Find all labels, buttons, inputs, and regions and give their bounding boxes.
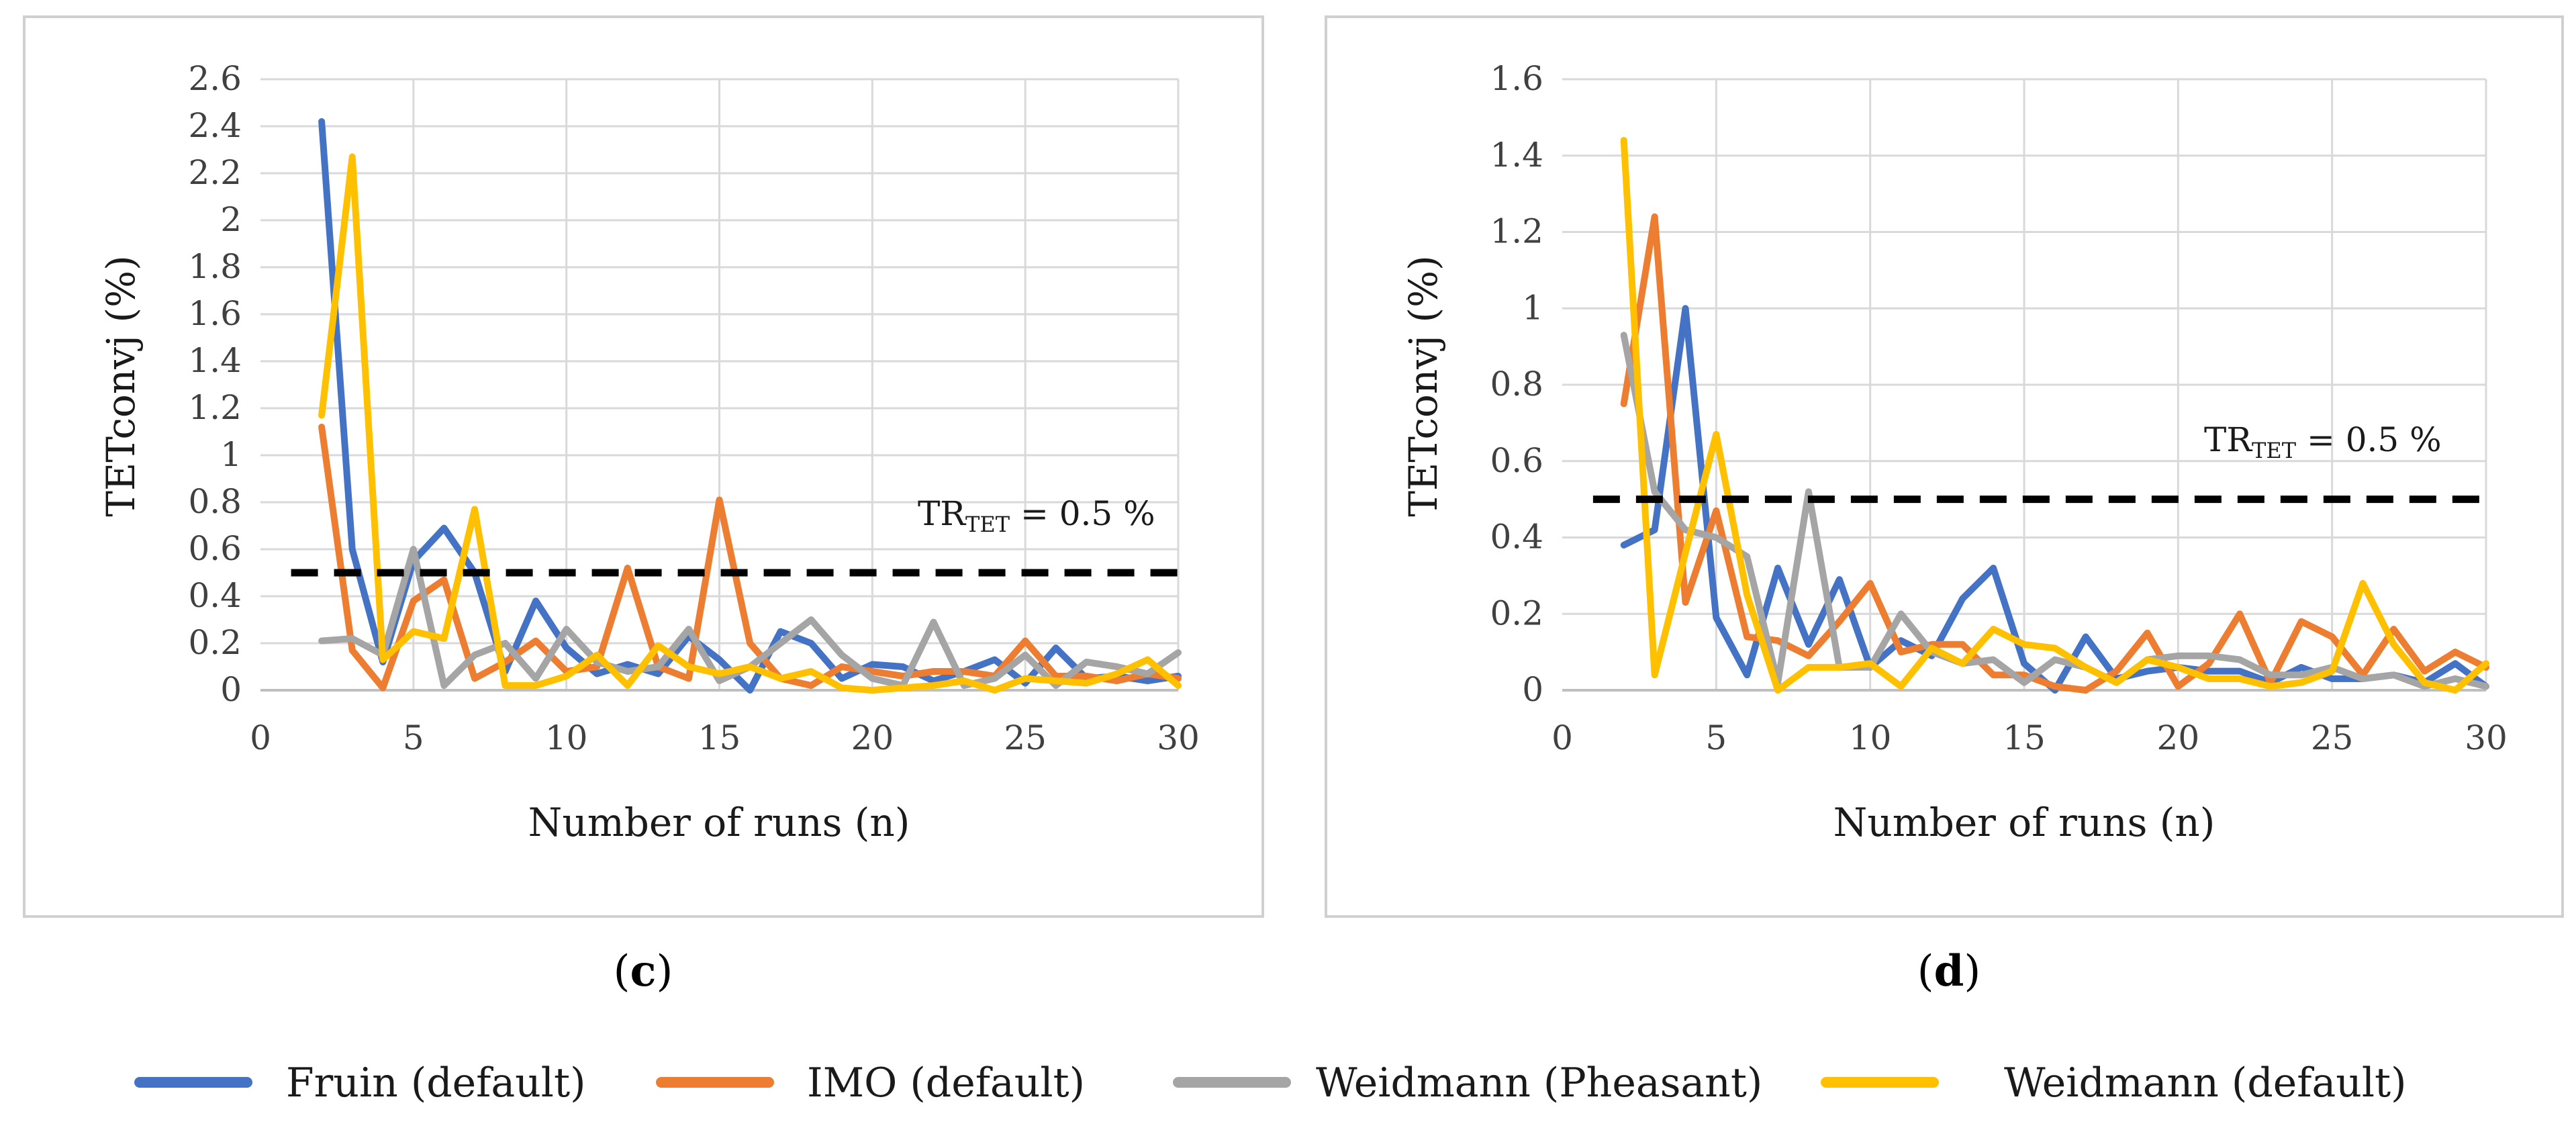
- threshold-label-sub-c: TET: [965, 512, 1010, 537]
- y-tick-label-c: 2.6: [188, 59, 242, 98]
- legend-label-weidmann-default: Weidmann (default): [2004, 1060, 2407, 1107]
- y-tick-label-c: 0.4: [188, 576, 242, 615]
- y-tick-label-c: 1.6: [188, 294, 242, 333]
- threshold-label-d: TRTET = 0.5 %: [2204, 420, 2442, 463]
- y-tick-label-c: 1.2: [188, 388, 242, 427]
- y-tick-label-d: 0: [1522, 670, 1543, 709]
- y-tick-label-d: 0.6: [1490, 441, 1543, 480]
- x-axis-label-d: Number of runs (n): [1833, 800, 2215, 845]
- x-tick-label-d: 25: [2311, 718, 2354, 757]
- legend-item-weidmann-default: Weidmann (default): [1821, 1060, 2407, 1107]
- legend-item-weidmann-pheasant: Weidmann (Pheasant): [1173, 1060, 1762, 1107]
- threshold-label-rest-d: = 0.5 %: [2296, 420, 2442, 459]
- y-tick-label-d: 0.4: [1490, 518, 1543, 557]
- series-line-weidmann-default-d: [1620, 137, 2489, 694]
- panel-d: 0 0.2 0.4 0.6 0.8 1 1.2 1.4 1.6 0 5 10 15 20 25 30 TETc…: [1325, 15, 2564, 996]
- y-tick-label-c: 1: [220, 435, 242, 474]
- x-tick-label-c: 25: [1004, 718, 1047, 757]
- panel-letter-d: d: [1934, 946, 1964, 996]
- legend-label-weidmann-pheasant: Weidmann (Pheasant): [1316, 1060, 1762, 1107]
- y-tick-label-d: 1.6: [1490, 59, 1543, 98]
- legend: Fruin (default) IMO (default) Weidmann (…: [134, 1060, 2407, 1107]
- panel-c-frame: [23, 15, 1264, 918]
- x-axis-label-c: Number of runs (n): [528, 800, 910, 845]
- series-line-imo-default-c: [318, 424, 1182, 692]
- y-tick-label-c: 0: [220, 670, 242, 709]
- y-tick-label-d: 0.8: [1490, 365, 1543, 404]
- series-line-fruin-default-d: [1620, 305, 2489, 694]
- x-tick-label-c: 5: [403, 718, 424, 757]
- legend-item-fruin: Fruin (default): [134, 1060, 586, 1107]
- panel-label-d: (d): [1917, 946, 1981, 996]
- y-tick-label-c: 2.2: [188, 153, 242, 192]
- x-tick-label-c: 15: [698, 718, 741, 757]
- threshold-label-sub-d: TET: [2252, 438, 2297, 463]
- y-tick-label-c: 0.2: [188, 623, 242, 662]
- series-line-weidmann-pheasant-d: [1620, 332, 2489, 690]
- panel-letter-c: c: [630, 946, 657, 996]
- x-tick-label-d: 5: [1705, 718, 1727, 757]
- plot-c: 0 0.2 0.4 0.6 0.8 1 1.2 1.4 1.6 1.8 2 2.2 2.4 2.6 0 5 10…: [188, 59, 1199, 757]
- threshold-label-rest-c: = 0.5 %: [1010, 494, 1155, 533]
- legend-label-imo: IMO (default): [807, 1060, 1085, 1107]
- series-line-weidmann-default-c: [318, 153, 1182, 694]
- y-tick-label-d: 0.2: [1490, 594, 1543, 632]
- y-tick-label-c: 0.6: [188, 529, 242, 568]
- y-tick-label-d: 1.4: [1490, 136, 1543, 175]
- panel-label-c: (c): [614, 946, 673, 996]
- y-tick-label-c: 1.4: [188, 341, 242, 380]
- y-tick-label-c: 0.8: [188, 482, 242, 521]
- legend-label-fruin: Fruin (default): [286, 1060, 586, 1107]
- x-tick-label-c: 0: [250, 718, 271, 757]
- x-tick-label-d: 15: [2003, 718, 2046, 757]
- threshold-label-c: TRTET = 0.5 %: [918, 494, 1155, 537]
- y-tick-label-c: 1.8: [188, 247, 242, 286]
- plot-d: 0 0.2 0.4 0.6 0.8 1 1.2 1.4 1.6 0 5 10 15 20 25 30: [1490, 59, 2507, 757]
- x-tick-label-d: 10: [1849, 718, 1892, 757]
- panel-c: 0 0.2 0.4 0.6 0.8 1 1.2 1.4 1.6 1.8 2 2.2 2.4 2.6 0 5 10…: [23, 15, 1264, 996]
- x-tick-label-c: 30: [1157, 718, 1200, 757]
- x-tick-label-d: 0: [1552, 718, 1573, 757]
- x-tick-label-d: 30: [2465, 718, 2508, 757]
- y-tick-label-c: 2: [220, 200, 242, 239]
- y-tick-label-c: 2.4: [188, 106, 242, 145]
- y-axis-label-c: TETconvj (%): [98, 255, 144, 517]
- y-tick-label-d: 1: [1522, 288, 1543, 327]
- threshold-label-main-c: TR: [918, 494, 966, 533]
- legend-item-imo: IMO (default): [656, 1060, 1085, 1107]
- y-axis-label-d: TETconvj (%): [1400, 255, 1446, 517]
- x-tick-label-d: 20: [2157, 718, 2200, 757]
- y-tick-label-d: 1.2: [1490, 212, 1543, 251]
- panel-d-frame: [1325, 15, 2564, 918]
- x-tick-label-c: 10: [545, 718, 588, 757]
- threshold-label-main-d: TR: [2204, 420, 2252, 459]
- x-tick-label-c: 20: [851, 718, 894, 757]
